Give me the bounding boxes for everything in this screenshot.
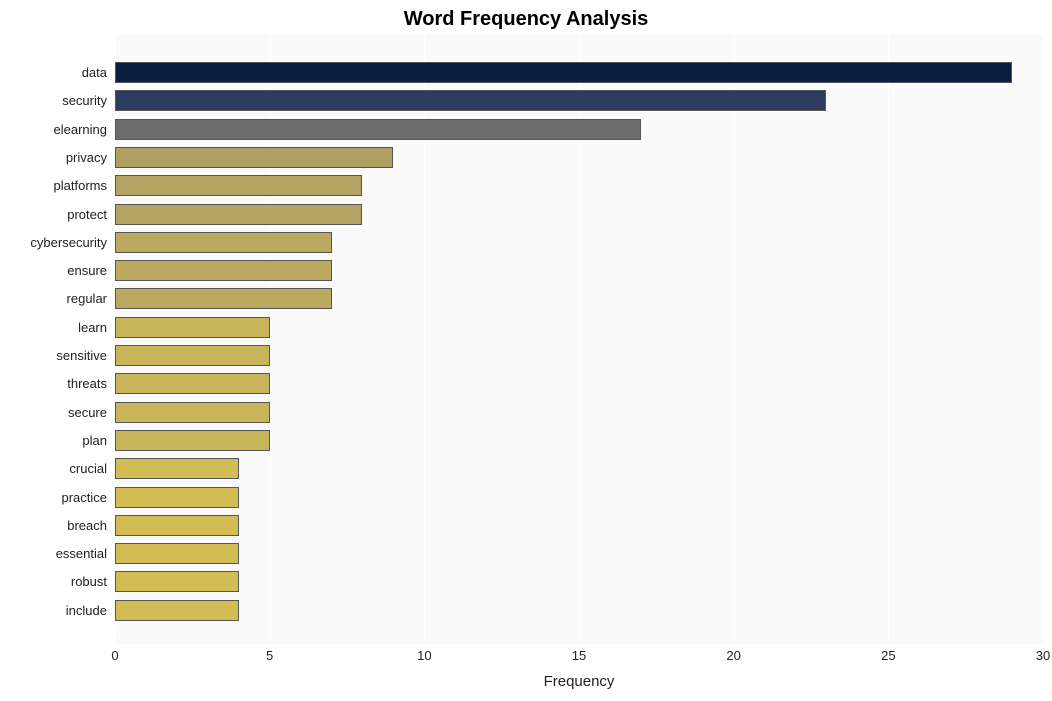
bar-row [115, 147, 393, 168]
y-tick-label: privacy [7, 147, 107, 168]
bar [115, 543, 239, 564]
y-tick-label: practice [7, 487, 107, 508]
x-tick-label: 5 [266, 648, 273, 663]
gridline [734, 34, 735, 644]
y-tick-label: ensure [7, 260, 107, 281]
y-tick-label: essential [7, 543, 107, 564]
y-tick-label: cybersecurity [7, 232, 107, 253]
bar-row [115, 260, 332, 281]
y-tick-label: include [7, 600, 107, 621]
bar-row [115, 402, 270, 423]
chart-title: Word Frequency Analysis [0, 8, 1052, 31]
bar [115, 600, 239, 621]
bar-row [115, 571, 239, 592]
bar [115, 373, 270, 394]
y-tick-label: crucial [7, 458, 107, 479]
bar-row [115, 232, 332, 253]
y-tick-label: data [7, 62, 107, 83]
y-tick-label: sensitive [7, 345, 107, 366]
plot-area [115, 34, 1043, 644]
bar-row [115, 600, 239, 621]
y-tick-label: security [7, 90, 107, 111]
bar [115, 487, 239, 508]
x-tick-label: 0 [111, 648, 118, 663]
bar [115, 204, 362, 225]
word-frequency-chart: Word Frequency Analysis Frequency 0 5 10 15… [0, 0, 1052, 701]
x-tick-label: 25 [881, 648, 895, 663]
x-tick-label: 20 [726, 648, 740, 663]
x-tick-label: 15 [572, 648, 586, 663]
bar [115, 430, 270, 451]
bar-row [115, 515, 239, 536]
x-tick-label: 30 [1036, 648, 1050, 663]
bar-row [115, 62, 1012, 83]
bar [115, 175, 362, 196]
bar-row [115, 543, 239, 564]
x-axis-label: Frequency [115, 673, 1043, 690]
bar [115, 62, 1012, 83]
bar [115, 345, 270, 366]
bar-row [115, 119, 641, 140]
bar [115, 147, 393, 168]
y-tick-label: plan [7, 430, 107, 451]
bar-row [115, 204, 362, 225]
bar-row [115, 373, 270, 394]
y-tick-label: secure [7, 402, 107, 423]
bar [115, 317, 270, 338]
y-tick-label: regular [7, 288, 107, 309]
y-tick-label: breach [7, 515, 107, 536]
bar-row [115, 317, 270, 338]
gridline [888, 34, 889, 644]
bar [115, 232, 332, 253]
bar-row [115, 288, 332, 309]
y-tick-label: threats [7, 373, 107, 394]
bar [115, 458, 239, 479]
bar-row [115, 430, 270, 451]
bar-row [115, 458, 239, 479]
y-tick-label: elearning [7, 119, 107, 140]
y-tick-label: learn [7, 317, 107, 338]
bar [115, 571, 239, 592]
x-tick-label: 10 [417, 648, 431, 663]
bar-row [115, 175, 362, 196]
bar-row [115, 345, 270, 366]
bar-row [115, 90, 826, 111]
bar [115, 260, 332, 281]
y-tick-label: robust [7, 571, 107, 592]
bar [115, 515, 239, 536]
bar [115, 288, 332, 309]
bar [115, 119, 641, 140]
gridline [1043, 34, 1044, 644]
y-tick-label: protect [7, 204, 107, 225]
y-tick-label: platforms [7, 175, 107, 196]
bar-row [115, 487, 239, 508]
bar [115, 90, 826, 111]
bar [115, 402, 270, 423]
